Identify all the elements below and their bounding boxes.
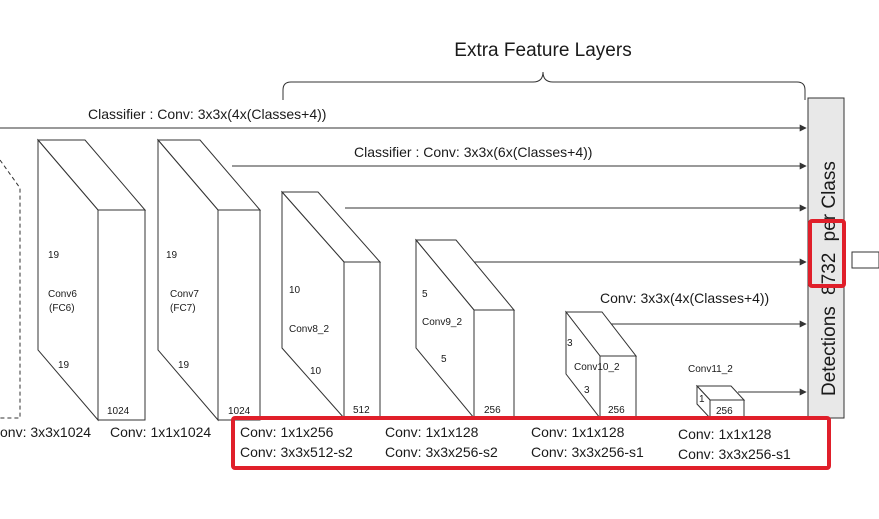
conv-labels-highlight — [231, 416, 831, 470]
conv6-depth: 1024 — [107, 406, 130, 417]
conv8-dim-top: 10 — [289, 285, 301, 296]
block-conv11: Conv11_2 1 256 — [688, 364, 746, 420]
block-conv7: 19 Conv7 (FC7) 19 1024 — [156, 138, 262, 422]
block-conv10: 3 Conv10_2 3 256 — [564, 310, 638, 420]
conv8-label-1: Conv: 1x1x256 — [240, 424, 334, 440]
conv10-dim-bottom: 3 — [584, 385, 590, 396]
detections-text: Detections — [819, 306, 840, 396]
extra-layers-brace — [282, 71, 806, 100]
conv8-dim-bottom: 10 — [310, 366, 322, 377]
conv9-dim-top: 5 — [422, 289, 428, 300]
diagram-title: Extra Feature Layers — [454, 40, 631, 61]
conv11-name: Conv11_2 — [688, 364, 733, 375]
conv9-dim-bottom: 5 — [441, 354, 447, 365]
output-arrow — [851, 251, 879, 269]
conv7-dim-top: 19 — [166, 250, 178, 261]
conv-label-left-2: Conv: 1x1x1024 — [110, 424, 211, 440]
per-class-text: per Class — [819, 161, 840, 241]
conv-label-left-1: onv: 3x3x1024 — [0, 424, 91, 440]
conv11-label-2: Conv: 3x3x256-s1 — [678, 446, 791, 462]
conv11-depth: 256 — [716, 406, 733, 417]
block-conv6: 19 Conv6 (FC6) 19 1024 — [36, 138, 147, 422]
conv11-label-1: Conv: 1x1x128 — [678, 426, 772, 442]
conv7-dim-bottom: 19 — [178, 360, 190, 371]
partial-block-left — [0, 159, 21, 419]
block-conv9: 5 Conv9_2 5 256 — [414, 238, 516, 420]
conv6-sub: (FC6) — [49, 303, 75, 314]
conv7-sub: (FC7) — [170, 303, 196, 314]
conv9-depth: 256 — [484, 405, 501, 416]
conv6-dim-top: 19 — [48, 250, 60, 261]
conv9-label-1: Conv: 1x1x128 — [385, 424, 479, 440]
conv7-depth: 1024 — [228, 406, 251, 417]
conv7-name: Conv7 — [170, 289, 199, 300]
classifier-label-third: Conv: 3x3x(4x(Classes+4)) — [600, 290, 769, 306]
conv8-name: Conv8_2 — [289, 324, 329, 335]
conv11-dim-top: 1 — [699, 394, 705, 405]
svg-text:Detections 8732 pe: Detections 8732 per Class — [819, 161, 840, 396]
conv6-dim-bottom: 19 — [58, 360, 70, 371]
detections-count: 8732 — [819, 253, 840, 295]
conv8-depth: 512 — [353, 405, 370, 416]
detections-count-highlight — [808, 219, 846, 288]
conv10-name: Conv10_2 — [574, 362, 620, 373]
conv10-label-1: Conv: 1x1x128 — [531, 424, 625, 440]
conv10-label-2: Conv: 3x3x256-s1 — [531, 444, 644, 460]
conv10-depth: 256 — [608, 405, 625, 416]
conv9-name: Conv9_2 — [422, 317, 462, 328]
conv8-label-2: Conv: 3x3x512-s2 — [240, 444, 353, 460]
conv10-dim-top: 3 — [567, 338, 573, 349]
conv6-name: Conv6 — [48, 289, 77, 300]
detections-label: Detections 8732 per Class — [819, 161, 840, 396]
conv9-label-2: Conv: 3x3x256-s2 — [385, 444, 498, 460]
classifier-label-second: Classifier : Conv: 3x3x(6x(Classes+4)) — [354, 144, 592, 160]
classifier-label-top: Classifier : Conv: 3x3x(4x(Classes+4)) — [88, 106, 326, 122]
detections-panel — [807, 97, 845, 419]
block-conv8: 10 Conv8_2 10 512 — [280, 190, 382, 420]
